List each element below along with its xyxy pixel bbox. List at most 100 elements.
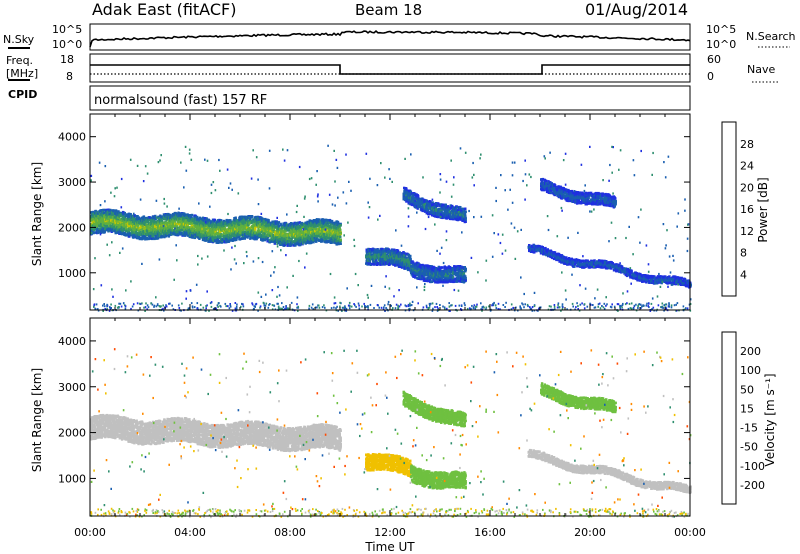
echo-cell: [187, 232, 191, 235]
echo-cell: [141, 227, 144, 231]
echo-cell: [320, 231, 323, 235]
echo-cell: [232, 232, 236, 235]
echo-cell: [139, 228, 142, 231]
echo-cell: [109, 226, 112, 230]
echo-cell: [411, 264, 415, 267]
echo-cell: [256, 215, 260, 219]
echo-cell: [335, 241, 338, 245]
echo-cell: [235, 237, 238, 240]
echo-cell: [179, 219, 182, 223]
echo-cell: [268, 223, 271, 226]
echo-cell: [448, 268, 451, 272]
echo-cell: [304, 235, 307, 238]
echo-cell: [374, 263, 377, 266]
echo-cell: [267, 219, 270, 222]
echo-cell: [175, 227, 178, 231]
echo-cell: [283, 230, 286, 233]
echo-cell: [234, 216, 237, 220]
echo-cell: [205, 235, 209, 239]
echo-cell: [216, 235, 219, 238]
echo-cell: [430, 272, 433, 275]
echo-cell: [153, 219, 156, 222]
echo-cell: [318, 218, 321, 221]
echo-cell: [307, 235, 311, 239]
echo-cell: [302, 222, 306, 226]
echo-cell: [259, 223, 262, 226]
echo-cell: [183, 214, 186, 217]
echo-cell: [292, 222, 295, 225]
echo-cell: [445, 273, 448, 276]
echo-cell: [101, 218, 104, 222]
echo-cell: [210, 237, 213, 240]
echo-cell: [439, 280, 442, 284]
echo-cell: [427, 266, 430, 270]
echo-cell: [207, 237, 211, 240]
echo-cell: [278, 235, 281, 238]
echo-cell: [293, 235, 296, 238]
echo-cell: [404, 255, 407, 258]
echo-cell: [179, 212, 182, 216]
echo-cell: [105, 220, 108, 224]
echo-cell: [428, 276, 431, 280]
echo-cell: [393, 248, 396, 252]
echo-cell: [118, 227, 121, 231]
echo-cell: [197, 228, 200, 231]
echo-cell: [125, 227, 128, 231]
echo-cell: [174, 233, 177, 237]
echo-cell: [151, 218, 154, 221]
echo-cell: [419, 270, 422, 273]
echo-cell: [292, 244, 296, 247]
echo-cell: [268, 224, 271, 228]
echo-cell: [143, 232, 146, 235]
echo-cell: [380, 255, 384, 259]
echo-cell: [314, 222, 317, 226]
echo-cell: [129, 213, 132, 216]
echo-cell: [131, 223, 135, 226]
echo-cell: [201, 227, 204, 231]
echo-cell: [135, 224, 138, 227]
echo-cell: [395, 260, 398, 264]
echo-cell: [332, 221, 336, 225]
echo-cell: [445, 269, 448, 272]
echo-cell: [238, 221, 241, 224]
echo-cell: [194, 221, 197, 225]
echo-cell: [95, 219, 98, 223]
echo-cell: [123, 211, 126, 215]
noise-sky-trace: [89, 30, 691, 48]
echo-cell: [247, 215, 250, 218]
echo-cell: [112, 219, 115, 223]
echo-cell: [317, 232, 320, 235]
echo-cell: [151, 215, 155, 218]
echo-cell: [318, 224, 321, 227]
echo-cell: [272, 234, 275, 237]
echo-cell: [107, 229, 110, 233]
echo-cell: [245, 223, 248, 226]
echo-cell: [221, 234, 224, 237]
echo-cell: [308, 219, 311, 222]
echo-cell: [327, 234, 331, 237]
echo-cell: [152, 224, 156, 227]
echo-cell: [320, 240, 324, 243]
noise-left-tick-bottom: 10^0: [52, 38, 82, 51]
echo-cell: [277, 224, 281, 228]
echo-cell: [447, 274, 451, 278]
echo-cell: [257, 219, 261, 223]
echo-cell: [158, 234, 161, 238]
echo-cell: [325, 218, 328, 222]
noise-sky-label: N.Sky: [3, 33, 35, 46]
echo-cell: [185, 217, 189, 220]
echo-cell: [105, 224, 109, 228]
echo-cell: [253, 234, 256, 238]
echo-cell: [159, 232, 162, 235]
echo-cell: [322, 232, 326, 236]
echo-cell: [195, 230, 198, 234]
echo-cell: [146, 234, 150, 237]
echo-cell: [254, 226, 257, 230]
echo-cell: [399, 263, 402, 267]
echo-cell: [200, 230, 203, 234]
echo-cell: [279, 222, 282, 226]
echo-cell: [384, 255, 387, 259]
echo-cell: [329, 237, 332, 240]
echo-cell: [166, 225, 170, 228]
cpid-panel: normalsound (fast) 157 RF: [89, 85, 691, 111]
